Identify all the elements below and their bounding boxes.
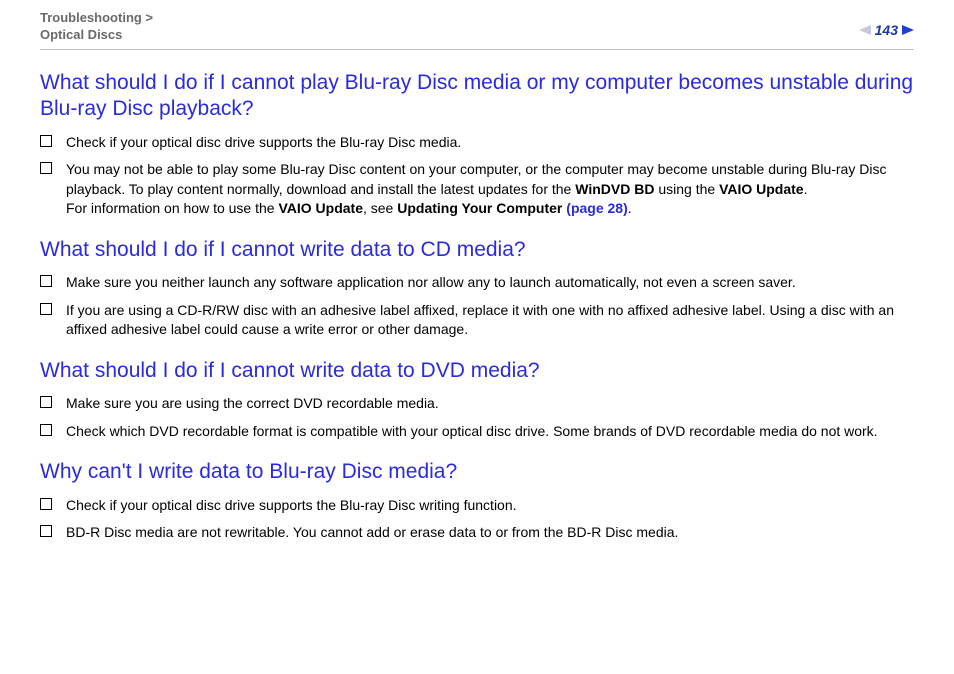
list-item: Check which DVD recordable format is com… xyxy=(40,422,914,442)
bullet-icon xyxy=(40,135,52,147)
text-bold: VAIO Update xyxy=(719,181,804,197)
section-heading-cd-write: What should I do if I cannot write data … xyxy=(40,237,914,263)
list-item: Check if your optical disc drive support… xyxy=(40,133,914,153)
page-content: What should I do if I cannot play Blu-ra… xyxy=(40,70,914,551)
page-header: Troubleshooting > Optical Discs 143 xyxy=(40,10,914,50)
breadcrumb-line2: Optical Discs xyxy=(40,27,153,44)
page-number: 143 xyxy=(875,22,898,38)
page-nav: 143 xyxy=(859,22,914,38)
bullet-text: Make sure you neither launch any softwar… xyxy=(66,273,914,293)
bullet-icon xyxy=(40,396,52,408)
text-run: . xyxy=(804,181,808,197)
bullet-text: If you are using a CD-R/RW disc with an … xyxy=(66,301,914,340)
breadcrumb: Troubleshooting > Optical Discs xyxy=(40,10,153,44)
page-link[interactable]: (page 28) xyxy=(566,200,627,216)
text-run: , see xyxy=(363,200,397,216)
list-item: BD-R Disc media are not rewritable. You … xyxy=(40,523,914,543)
text-run: For information on how to use the xyxy=(66,200,278,216)
text-bold: WinDVD BD xyxy=(575,181,654,197)
section-heading-dvd-write: What should I do if I cannot write data … xyxy=(40,358,914,384)
list-item: Make sure you are using the correct DVD … xyxy=(40,394,914,414)
text-bold: VAIO Update xyxy=(278,200,363,216)
bullet-icon xyxy=(40,162,52,174)
prev-page-icon[interactable] xyxy=(859,25,871,35)
bullet-icon xyxy=(40,498,52,510)
bullet-text: Check which DVD recordable format is com… xyxy=(66,422,914,442)
bullet-icon xyxy=(40,303,52,315)
bullet-text: Make sure you are using the correct DVD … xyxy=(66,394,914,414)
next-page-icon[interactable] xyxy=(902,25,914,35)
text-run: . xyxy=(628,200,632,216)
bullet-text: Check if your optical disc drive support… xyxy=(66,496,914,516)
breadcrumb-line1: Troubleshooting > xyxy=(40,10,153,27)
text-run: using the xyxy=(654,181,719,197)
bullet-text: Check if your optical disc drive support… xyxy=(66,133,914,153)
bullet-icon xyxy=(40,525,52,537)
list-item: Check if your optical disc drive support… xyxy=(40,496,914,516)
bullet-icon xyxy=(40,275,52,287)
list-item: Make sure you neither launch any softwar… xyxy=(40,273,914,293)
bullet-icon xyxy=(40,424,52,436)
bullet-text: You may not be able to play some Blu-ray… xyxy=(66,160,914,219)
list-item: If you are using a CD-R/RW disc with an … xyxy=(40,301,914,340)
bullet-text: BD-R Disc media are not rewritable. You … xyxy=(66,523,914,543)
text-bold: Updating Your Computer xyxy=(397,200,566,216)
section-heading-bluray-write: Why can't I write data to Blu-ray Disc m… xyxy=(40,459,914,485)
section-heading-bluray-play: What should I do if I cannot play Blu-ra… xyxy=(40,70,914,123)
list-item: You may not be able to play some Blu-ray… xyxy=(40,160,914,219)
